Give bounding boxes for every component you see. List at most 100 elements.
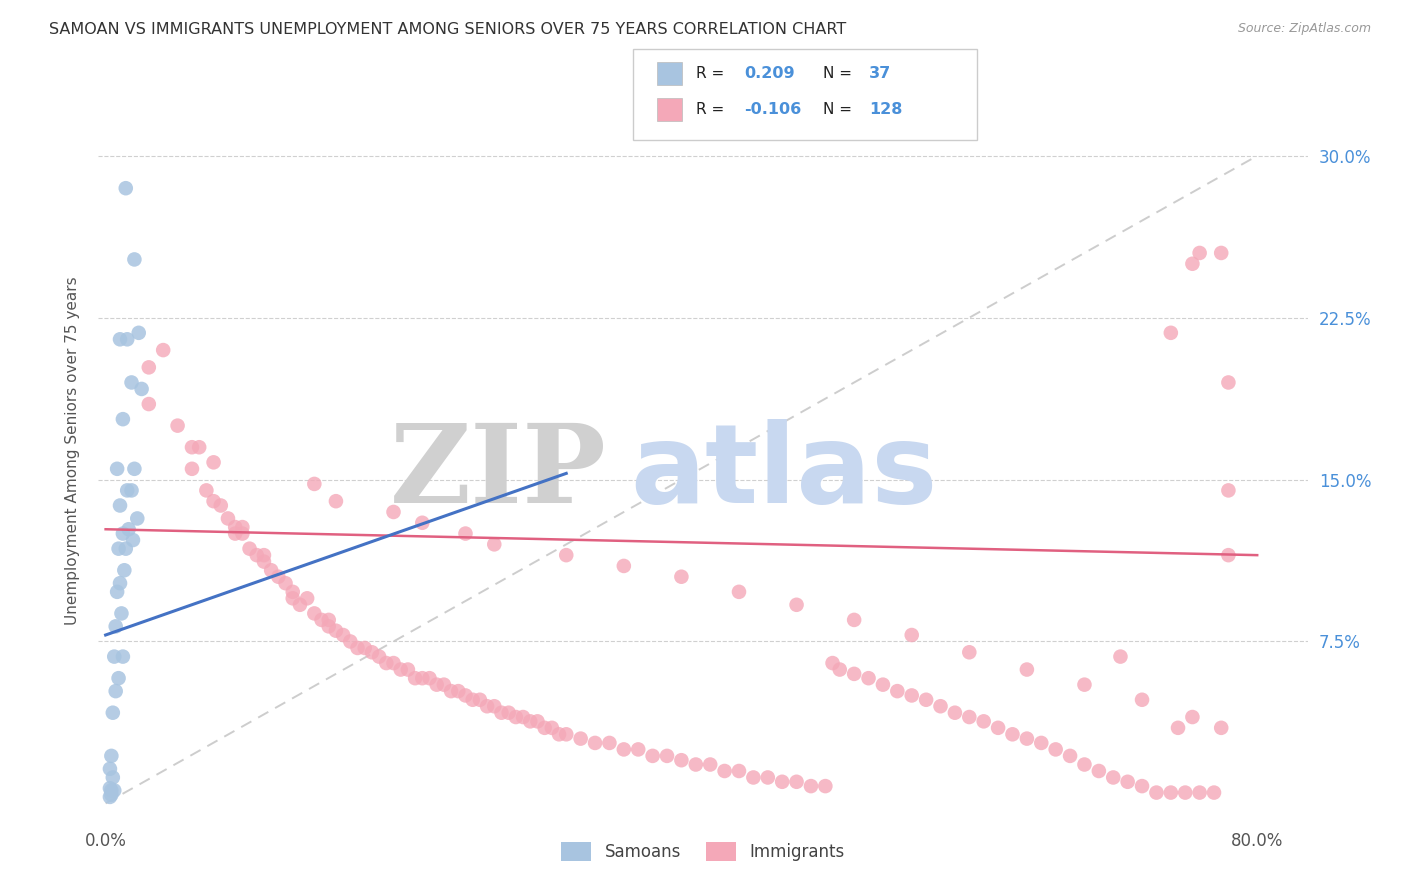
Point bbox=[872, 678, 894, 692]
Point bbox=[181, 462, 204, 476]
Point bbox=[353, 640, 375, 655]
Point bbox=[111, 412, 134, 426]
Point bbox=[281, 591, 304, 606]
Text: -0.106: -0.106 bbox=[744, 102, 801, 117]
Point bbox=[426, 678, 449, 692]
Point bbox=[389, 663, 412, 677]
Point bbox=[1130, 779, 1153, 793]
Point bbox=[253, 548, 276, 562]
Point bbox=[1181, 257, 1204, 271]
Point bbox=[475, 699, 498, 714]
Point bbox=[1116, 774, 1139, 789]
Point bbox=[1188, 786, 1211, 800]
Point bbox=[124, 462, 146, 476]
Point bbox=[101, 771, 124, 785]
Point bbox=[318, 613, 340, 627]
Point bbox=[728, 764, 751, 778]
Point bbox=[844, 666, 866, 681]
Point bbox=[786, 598, 808, 612]
Point bbox=[540, 721, 562, 735]
Point bbox=[828, 663, 851, 677]
Point bbox=[433, 678, 456, 692]
Point bbox=[253, 555, 276, 569]
Point bbox=[195, 483, 218, 498]
Point bbox=[627, 742, 650, 756]
Point bbox=[957, 710, 980, 724]
Point bbox=[339, 634, 361, 648]
Point bbox=[1015, 663, 1038, 677]
Text: ZIP: ZIP bbox=[389, 419, 606, 526]
Point bbox=[103, 649, 125, 664]
Point bbox=[1144, 786, 1167, 800]
Point bbox=[512, 710, 534, 724]
Point bbox=[114, 541, 136, 556]
Point bbox=[260, 563, 283, 577]
Point bbox=[1181, 710, 1204, 724]
Point bbox=[498, 706, 520, 720]
Point bbox=[325, 494, 347, 508]
Point bbox=[454, 526, 477, 541]
Point bbox=[281, 584, 304, 599]
Point bbox=[224, 520, 246, 534]
Point bbox=[231, 520, 253, 534]
Point bbox=[1174, 786, 1197, 800]
Point bbox=[742, 771, 765, 785]
Point bbox=[548, 727, 571, 741]
Point bbox=[209, 499, 232, 513]
Point bbox=[103, 783, 125, 797]
Point bbox=[484, 537, 506, 551]
Point bbox=[1073, 757, 1095, 772]
Point bbox=[375, 656, 398, 670]
Point bbox=[105, 584, 128, 599]
Point bbox=[121, 483, 143, 498]
Point bbox=[382, 656, 405, 670]
Point bbox=[1218, 376, 1240, 390]
Point bbox=[491, 706, 513, 720]
Point bbox=[121, 376, 143, 390]
Point bbox=[131, 382, 153, 396]
Point bbox=[671, 570, 693, 584]
Point bbox=[685, 757, 707, 772]
Point bbox=[108, 332, 131, 346]
Point bbox=[973, 714, 995, 729]
Point bbox=[1211, 721, 1233, 735]
Point bbox=[1102, 771, 1125, 785]
Point bbox=[505, 710, 527, 724]
Point bbox=[138, 360, 160, 375]
Point bbox=[368, 649, 391, 664]
Point bbox=[1218, 548, 1240, 562]
Text: 37: 37 bbox=[869, 66, 891, 80]
Point bbox=[655, 748, 678, 763]
Point bbox=[217, 511, 239, 525]
Point bbox=[786, 774, 808, 789]
Point bbox=[115, 332, 138, 346]
Point bbox=[484, 699, 506, 714]
Point bbox=[104, 619, 127, 633]
Point bbox=[112, 563, 135, 577]
Point bbox=[231, 526, 253, 541]
Point bbox=[404, 671, 426, 685]
Point bbox=[318, 619, 340, 633]
Point bbox=[411, 671, 433, 685]
Point bbox=[1202, 786, 1225, 800]
Text: R =: R = bbox=[696, 102, 730, 117]
Point bbox=[641, 748, 664, 763]
Point bbox=[105, 462, 128, 476]
Point bbox=[138, 397, 160, 411]
Point bbox=[987, 721, 1010, 735]
Point bbox=[756, 771, 779, 785]
Point bbox=[100, 788, 122, 802]
Point bbox=[111, 649, 134, 664]
Legend: Samoans, Immigrants: Samoans, Immigrants bbox=[555, 835, 851, 868]
Point bbox=[900, 689, 922, 703]
Point bbox=[1109, 649, 1132, 664]
Point bbox=[519, 714, 541, 729]
Point bbox=[555, 727, 578, 741]
Point bbox=[1218, 483, 1240, 498]
Point bbox=[98, 781, 121, 796]
Text: Source: ZipAtlas.com: Source: ZipAtlas.com bbox=[1237, 22, 1371, 36]
Point bbox=[127, 511, 149, 525]
Point bbox=[728, 584, 751, 599]
Point bbox=[188, 440, 211, 454]
Point bbox=[114, 181, 136, 195]
